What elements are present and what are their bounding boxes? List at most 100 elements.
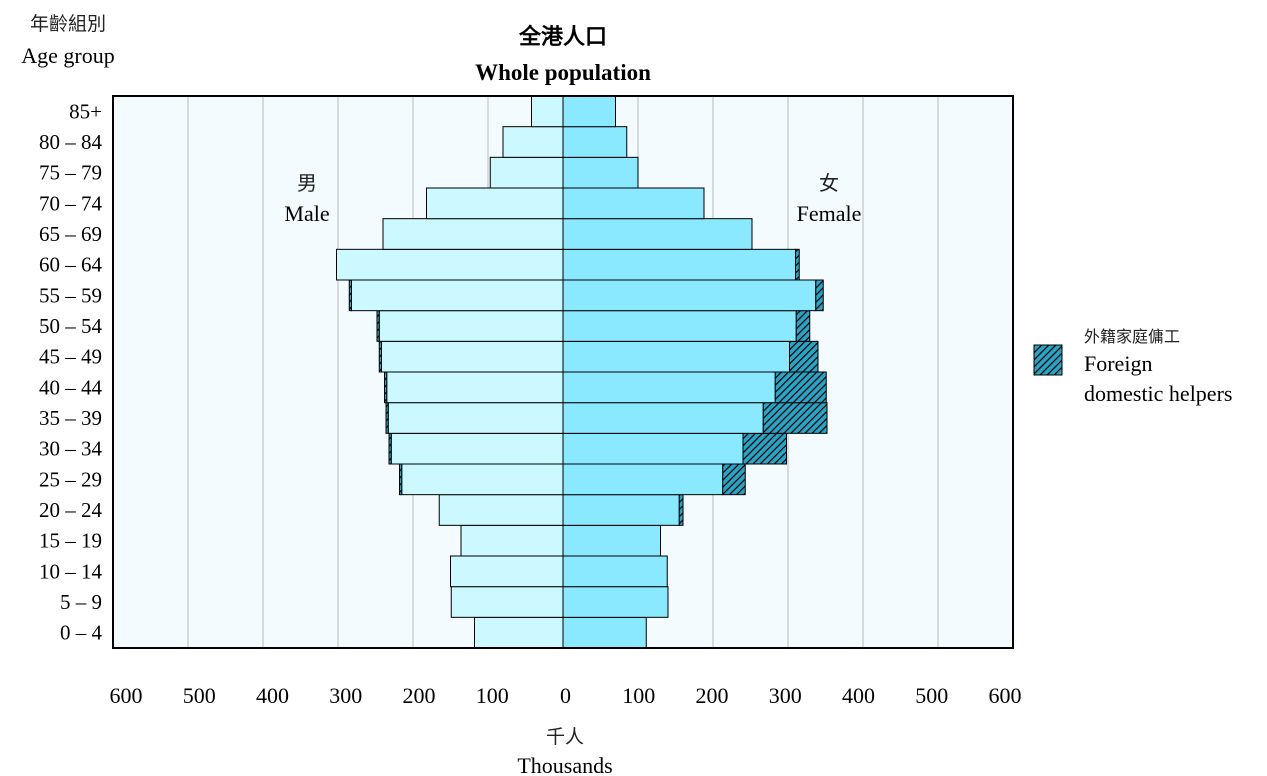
male-helper-bar (378, 340, 382, 373)
y-tick-label: 70 – 74 (39, 191, 103, 215)
male-bar (489, 156, 564, 189)
x-tick-label: 300 (329, 683, 362, 708)
female-label-cn: 女 (819, 172, 839, 195)
y-axis-label: Age group (21, 43, 114, 68)
legend: 外籍家庭傭工 Foreign domestic helpers (1033, 328, 1232, 406)
female-helper-bar (678, 494, 684, 526)
chart-subtitle: Whole population (475, 60, 651, 85)
x-tick-label: 400 (256, 683, 289, 708)
female-bar (562, 494, 680, 526)
y-tick-labels: 0 – 4 5 – 9 10 – 14 15 – 19 20 – 24 25 – 29 30… (39, 99, 103, 644)
female-bar (562, 402, 764, 434)
y-tick-label: 85+ (69, 99, 102, 123)
x-tick-label: 100 (622, 683, 655, 708)
bars (336, 95, 828, 649)
male-helper-bar (399, 463, 403, 496)
female-bar (562, 95, 616, 128)
y-tick-label: 5 – 9 (60, 590, 102, 614)
x-tick-label: 0 (560, 683, 571, 708)
x-axis-label: Thousands (517, 753, 612, 776)
y-tick-label: 10 – 14 (39, 559, 103, 583)
legend-label-line1: Foreign (1084, 351, 1152, 376)
legend-label-line2: domestic helpers (1084, 381, 1232, 406)
female-bar (562, 126, 628, 158)
y-tick-label: 55 – 59 (39, 283, 102, 307)
female-bar (562, 371, 776, 404)
female-helper-bar (789, 340, 819, 373)
x-tick-label: 300 (769, 683, 802, 708)
plot-frame (112, 95, 1014, 649)
female-helper-bar (815, 279, 824, 312)
male-bar (426, 187, 564, 220)
y-tick-label: 20 – 24 (39, 498, 103, 522)
male-bar (378, 310, 564, 342)
y-tick-label: 75 – 79 (39, 161, 102, 185)
x-tick-label: 600 (989, 683, 1022, 708)
male-bar (460, 524, 564, 557)
male-label-cn: 男 (297, 173, 317, 195)
male-helper-bar (388, 432, 392, 465)
female-bar (562, 156, 639, 189)
x-tick-label: 100 (476, 683, 509, 708)
female-bar (562, 310, 797, 342)
female-bar (562, 555, 668, 588)
x-tick-label: 200 (696, 683, 729, 708)
x-axis-label-cn: 千人 (546, 726, 584, 748)
male-bar (438, 494, 564, 526)
female-bar (562, 586, 669, 618)
female-helper-bar (722, 463, 746, 496)
y-tick-label: 40 – 44 (39, 375, 103, 399)
female-bar (562, 248, 796, 281)
x-tick-label: 400 (842, 683, 875, 708)
chart-title: 全港人口 (518, 24, 607, 49)
female-label: Female (797, 201, 862, 226)
y-tick-label: 80 – 84 (39, 130, 103, 154)
x-tick-label: 600 (110, 683, 143, 708)
legend-label-cn: 外籍家庭傭工 (1084, 328, 1180, 346)
male-bar (336, 248, 564, 281)
female-bar (562, 187, 705, 220)
y-tick-label: 35 – 39 (39, 406, 102, 430)
male-helper-bar (348, 279, 352, 312)
x-tick-label: 500 (915, 683, 948, 708)
male-helper-bar (384, 371, 388, 404)
female-bar (562, 463, 724, 496)
male-bar (382, 218, 564, 250)
male-helper-bar (376, 310, 380, 342)
male-bar (351, 279, 564, 312)
y-axis-label-cn: 年齡組別 (30, 13, 106, 35)
legend-swatch (1033, 344, 1063, 376)
male-bar (387, 402, 564, 434)
male-helper-bar (385, 402, 389, 434)
male-bar (474, 616, 564, 649)
male-bar (381, 340, 564, 373)
female-bar (562, 616, 647, 649)
y-tick-label: 30 – 34 (39, 437, 103, 461)
y-tick-label: 0 – 4 (60, 621, 103, 645)
female-helper-bar (742, 432, 787, 465)
female-bar (562, 524, 661, 557)
female-helper-bar (795, 248, 800, 281)
female-bar (562, 218, 753, 250)
y-tick-label: 45 – 49 (39, 345, 102, 369)
x-tick-label: 500 (183, 683, 216, 708)
y-tick-label: 65 – 69 (39, 222, 102, 246)
y-tick-label: 15 – 19 (39, 529, 102, 553)
female-helper-bar (795, 310, 811, 342)
female-bar (562, 279, 817, 312)
female-bar (562, 432, 744, 465)
male-bar (450, 555, 564, 588)
male-bar (386, 371, 564, 404)
x-tick-label: 200 (403, 683, 436, 708)
male-bar (450, 586, 564, 618)
male-bar (390, 432, 564, 465)
y-tick-label: 60 – 64 (39, 253, 103, 277)
grid-lines (187, 96, 939, 648)
y-tick-label: 25 – 29 (39, 467, 102, 491)
male-bar (502, 126, 564, 158)
male-bar (401, 463, 564, 496)
female-helper-bar (762, 402, 828, 434)
female-helper-bar (774, 371, 827, 404)
male-label: Male (284, 201, 329, 226)
